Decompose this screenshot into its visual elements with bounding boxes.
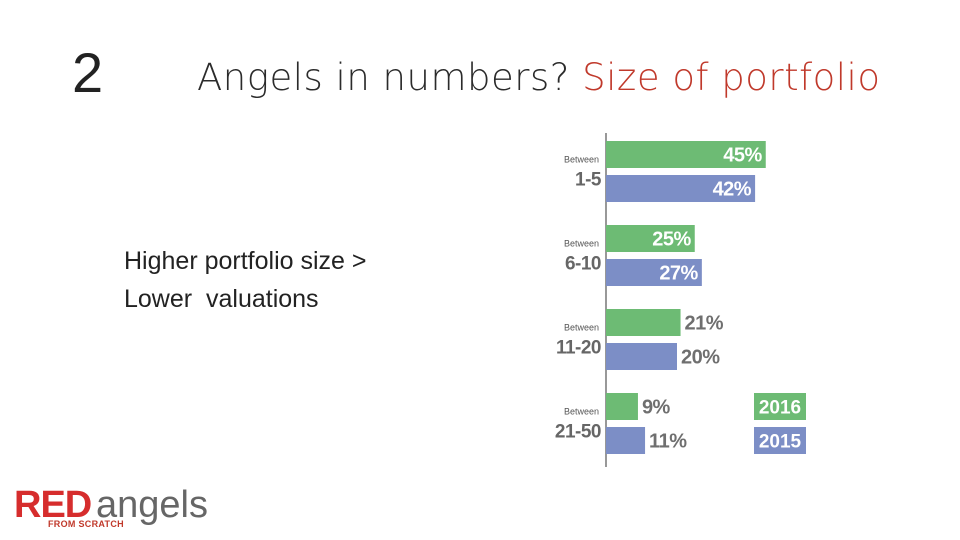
body-line-1: Higher portfolio size > [124, 247, 367, 275]
bar-2016-1-5 [606, 141, 766, 168]
category-label: 21-50 [555, 422, 601, 443]
data-label: 42% [713, 179, 752, 201]
data-label: 25% [652, 229, 691, 251]
data-label: 45% [723, 145, 762, 167]
logo-red: RED [14, 484, 92, 526]
bar-2015-11-20 [606, 343, 677, 370]
legend-swatch-2015 [754, 427, 806, 454]
bar-2015-21-50 [606, 427, 646, 454]
bar-2016-6-10 [606, 225, 695, 252]
bar-2015-6-10 [606, 259, 702, 286]
bar-2016-21-50 [606, 393, 638, 420]
body-line-2: Lower valuations [124, 285, 319, 313]
bar-2015-1-5 [606, 175, 756, 202]
data-label: 11% [649, 431, 687, 453]
legend-label: 2015 [759, 432, 802, 453]
category-label: 1-5 [575, 170, 602, 191]
logo-angels: angels [96, 484, 208, 526]
data-label: 9% [642, 397, 671, 419]
legend-label: 2016 [759, 398, 801, 419]
title-main: Angels in numbers? [197, 56, 570, 99]
page-title: Angels in numbers? Size of portfolio [197, 56, 880, 99]
logo-subtitle: FROM SCRATCH [48, 519, 124, 529]
category-prefix-label: Between [564, 155, 599, 165]
category-prefix-label: Between [564, 407, 599, 417]
bar-2016-11-20 [606, 309, 681, 336]
category-label: 6-10 [565, 254, 601, 275]
slide-number: 2 [72, 41, 104, 104]
portfolio-size-chart: Between 1-5 45% 42% Between 6-10 25% 27% Between… [555, 133, 806, 467]
data-label: 20% [681, 347, 720, 369]
category-prefix-label: Between [564, 323, 599, 333]
category-label: 11-20 [556, 338, 601, 359]
body-text: Higher portfolio size > Lower valuations [124, 242, 366, 318]
red-angels-logo: RED angels FROM SCRATCH [14, 484, 214, 534]
category-prefix-label: Between [564, 239, 599, 249]
title-accent: Size of portfolio [582, 56, 881, 99]
legend-swatch-2016 [754, 393, 806, 420]
data-label: 21% [685, 313, 724, 335]
data-label: 27% [659, 263, 698, 285]
